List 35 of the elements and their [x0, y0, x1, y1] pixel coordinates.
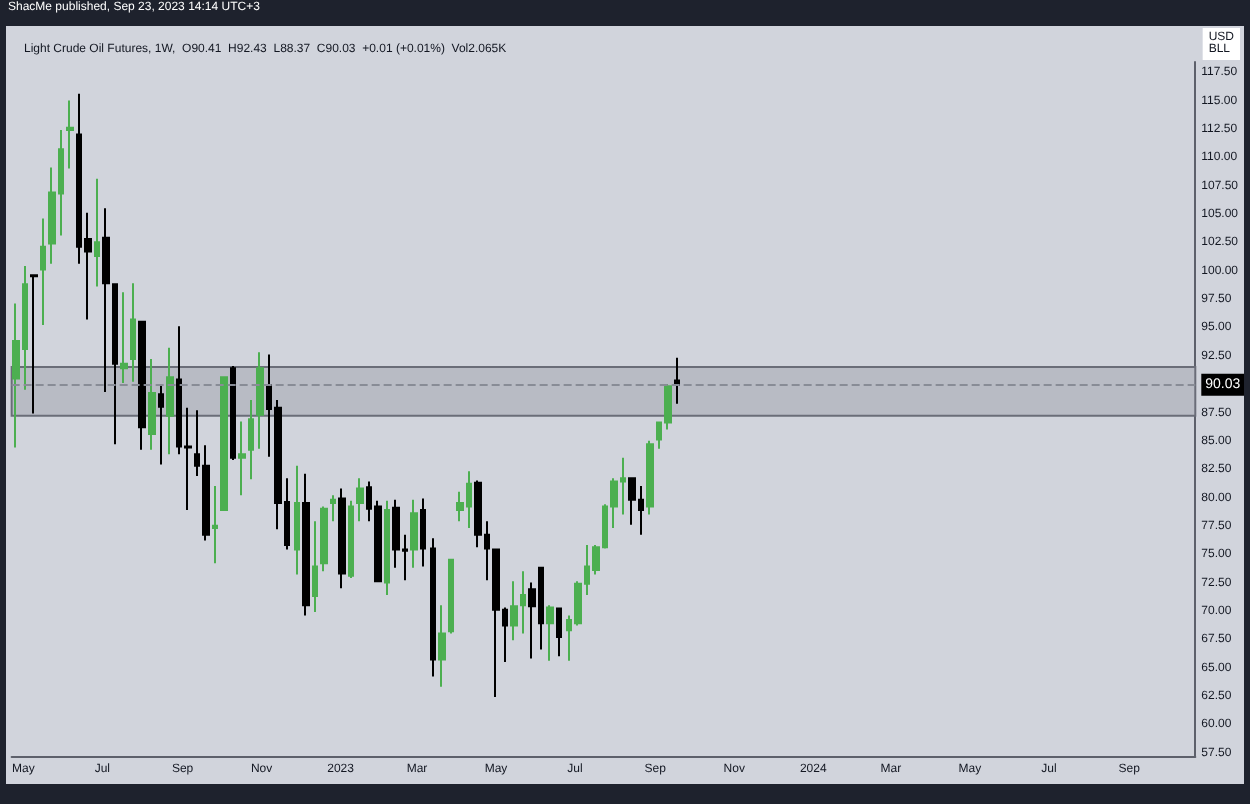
candlestick [410, 498, 418, 569]
candlestick [546, 604, 554, 662]
candlestick [158, 383, 164, 466]
candlestick [138, 320, 146, 451]
candlestick [120, 291, 128, 384]
candlestick [248, 398, 254, 481]
candlestick [448, 557, 454, 635]
candlestick [356, 477, 364, 523]
candlestick [348, 499, 354, 579]
candlestick [294, 464, 300, 576]
candlestick [212, 485, 218, 565]
candlestick [330, 494, 336, 523]
candlestick [230, 364, 236, 462]
candlestick [94, 177, 100, 288]
candlestick [302, 472, 310, 617]
candlestick [338, 487, 346, 590]
candlestick [66, 99, 74, 170]
candlestick [148, 358, 156, 451]
candlestick [492, 548, 500, 699]
candlestick [256, 351, 264, 450]
candlestick [130, 282, 136, 383]
candlestick [320, 505, 328, 573]
candlestick [674, 356, 680, 405]
candlestick [556, 606, 562, 658]
candlestick [30, 274, 38, 415]
candlestick [40, 217, 46, 327]
candlestick [312, 520, 318, 613]
candlestick [420, 497, 426, 568]
candlestick [430, 537, 436, 678]
candlestick [646, 439, 654, 516]
candlestick [166, 346, 174, 456]
candlestick [438, 604, 446, 688]
candlestick [384, 499, 390, 596]
candlestick [220, 376, 228, 511]
candlestick [238, 420, 246, 497]
